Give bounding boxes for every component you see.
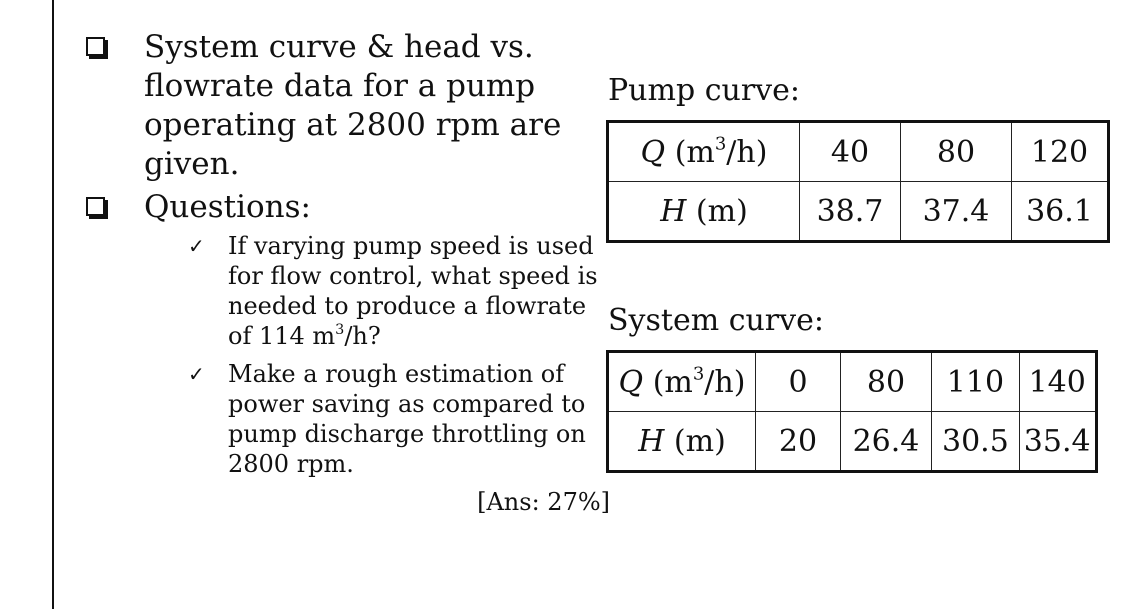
square-bullet-icon (86, 197, 105, 216)
pump-curve-section: Pump curve: Q (m3/h) 40 80 120 H (m) 38.… (606, 72, 1110, 243)
table-cell: 37.4 (900, 181, 1012, 242)
bullet-questions: Questions: (86, 188, 616, 227)
checkmark-icon: ✓ (188, 234, 205, 258)
table-row: Q (m3/h) 0 80 110 140 (607, 351, 1097, 412)
question-text: If varying pump speed is used for flow c… (228, 232, 598, 350)
answer-text: [Ans: 27%] (477, 488, 610, 516)
table-cell: 80 (840, 351, 932, 412)
left-margin-rule (52, 0, 54, 609)
h-header: H (m) (607, 411, 756, 472)
system-curve-title: System curve: (608, 303, 824, 338)
table-cell: 120 (1011, 121, 1109, 182)
table-cell: 140 (1018, 351, 1097, 412)
table-row: H (m) 20 26.4 30.5 35.4 (607, 411, 1097, 472)
table-cell: 38.7 (799, 181, 901, 242)
bullet-given: System curve & head vs. flowrate data fo… (86, 28, 616, 184)
table-cell: 26.4 (840, 411, 932, 472)
system-curve-section: System curve: Q (m3/h) 0 80 110 140 H (m… (606, 302, 1098, 473)
table-cell: 30.5 (931, 411, 1020, 472)
bullet-text: Questions: (144, 189, 311, 225)
checkmark-icon: ✓ (188, 362, 205, 386)
table-cell: 80 (900, 121, 1012, 182)
table-cell: 0 (755, 351, 841, 412)
table-cell: 36.1 (1011, 181, 1109, 242)
pump-curve-table: Q (m3/h) 40 80 120 H (m) 38.7 37.4 36.1 (606, 120, 1110, 243)
question-item: ✓ If varying pump speed is used for flow… (188, 231, 616, 351)
table-cell: 35.4 (1018, 411, 1097, 472)
problem-statement: System curve & head vs. flowrate data fo… (86, 28, 616, 517)
question-text: Make a rough estimation of power saving … (228, 360, 586, 478)
question-item: ✓ Make a rough estimation of power savin… (188, 359, 616, 479)
superscript: 3 (335, 321, 345, 338)
pump-curve-title: Pump curve: (608, 73, 800, 108)
table-cell: 40 (799, 121, 901, 182)
h-header: H (m) (607, 181, 800, 242)
table-row: H (m) 38.7 37.4 36.1 (607, 181, 1109, 242)
question-list: ✓ If varying pump speed is used for flow… (86, 231, 616, 517)
square-bullet-icon (86, 37, 105, 56)
table-row: Q (m3/h) 40 80 120 (607, 121, 1109, 182)
bullet-text: System curve & head vs. flowrate data fo… (144, 29, 562, 182)
table-cell: 110 (931, 351, 1020, 412)
q-header: Q (m3/h) (607, 121, 800, 182)
question-text-end: /h? (344, 322, 381, 350)
table-cell: 20 (755, 411, 841, 472)
system-curve-table: Q (m3/h) 0 80 110 140 H (m) 20 26.4 30.5… (606, 350, 1098, 473)
q-header: Q (m3/h) (607, 351, 756, 412)
